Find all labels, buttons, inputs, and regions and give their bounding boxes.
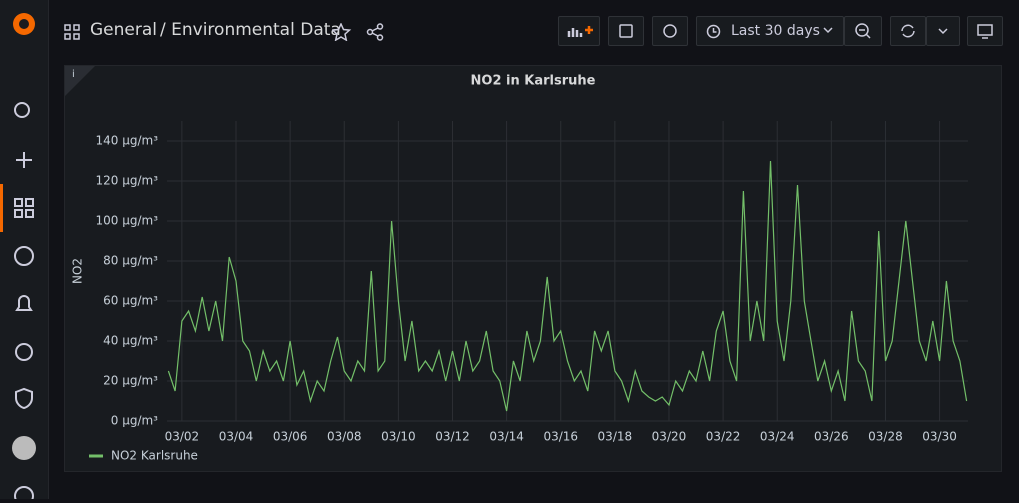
y-tick-label: 100 µg/m³	[95, 214, 158, 228]
x-tick-label: 03/14	[489, 430, 524, 444]
refresh-interval-button[interactable]	[926, 16, 960, 46]
y-tick-label: 120 µg/m³	[95, 174, 158, 188]
time-range: Last 30 days	[731, 23, 820, 39]
share-icon[interactable]	[366, 23, 384, 41]
info-icon: i	[72, 69, 75, 80]
settings-icon[interactable]	[15, 343, 33, 361]
help-icon[interactable]	[14, 486, 34, 503]
explore-icon[interactable]	[14, 246, 34, 266]
x-tick-label: 03/28	[868, 430, 903, 444]
dashboard-title[interactable]: / Environmental Data	[160, 20, 341, 40]
x-tick-label: 03/12	[435, 430, 470, 444]
title-actions	[332, 23, 384, 41]
star-icon[interactable]	[332, 23, 352, 41]
tv-mode-button[interactable]	[967, 16, 1003, 46]
refresh-button[interactable]	[890, 16, 926, 46]
x-tick-label: 03/02	[165, 430, 200, 444]
y-tick-label: 140 µg/m³	[95, 134, 158, 148]
dashboards-icon[interactable]	[14, 198, 34, 218]
grid-icon	[64, 24, 80, 40]
shield-icon[interactable]	[15, 387, 33, 410]
x-tick-label: 03/18	[598, 430, 633, 444]
logo-inner	[19, 19, 29, 29]
x-tick-label: 03/10	[381, 430, 416, 444]
y-tick-label: 60 µg/m³	[103, 294, 158, 308]
x-tick-label: 03/22	[706, 430, 741, 444]
settings-button[interactable]	[652, 16, 688, 46]
y-tick-label: 0 µg/m³	[111, 414, 158, 428]
folder-link[interactable]: General	[90, 20, 157, 40]
panel-info-corner[interactable]	[65, 66, 95, 96]
x-tick-label: 03/30	[922, 430, 957, 444]
data-line	[167, 160, 968, 412]
avatar[interactable]	[12, 436, 36, 460]
add-icon[interactable]	[16, 152, 32, 168]
x-tick-label: 03/04	[219, 430, 254, 444]
panel	[64, 65, 1002, 472]
zoom-out-button[interactable]	[844, 16, 882, 46]
alert-icon[interactable]	[15, 295, 33, 311]
sidebar	[0, 0, 49, 503]
save-button[interactable]	[608, 16, 644, 46]
add-panel-button[interactable]	[558, 16, 600, 46]
y-tick-label: 20 µg/m³	[103, 374, 158, 388]
x-tick-label: 03/26	[814, 430, 849, 444]
time-picker[interactable]: Last 30 days	[696, 16, 844, 46]
x-tick-label: 03/24	[760, 430, 795, 444]
x-tick-label: 03/20	[652, 430, 687, 444]
y-axis-label: NO2	[71, 258, 85, 284]
active-indicator	[0, 184, 3, 232]
y-tick-label: 80 µg/m³	[103, 254, 158, 268]
x-tick-label: 03/08	[327, 430, 362, 444]
legend-label[interactable]: NO2 Karlsruhe	[111, 449, 198, 463]
x-tick-label: 03/16	[543, 430, 578, 444]
y-tick-label: 40 µg/m³	[103, 334, 158, 348]
x-tick-label: 03/06	[273, 430, 308, 444]
sidebar-icons	[0, 13, 36, 503]
search-icon[interactable]	[14, 102, 30, 118]
panel-title[interactable]: NO2 in Karlsruhe	[471, 74, 596, 89]
